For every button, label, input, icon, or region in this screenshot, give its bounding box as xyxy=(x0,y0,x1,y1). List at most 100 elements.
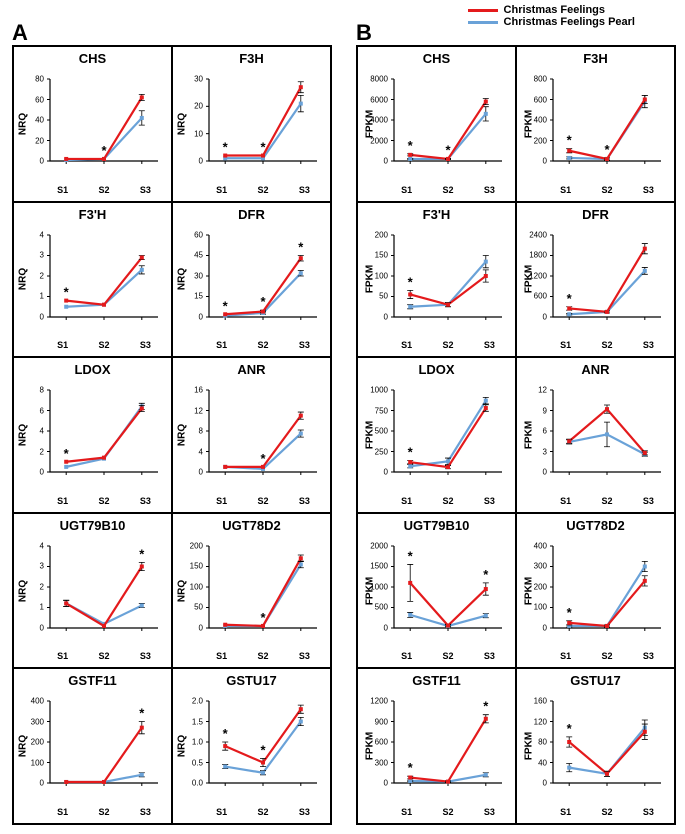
subplot-B-0: CHSFPKM02000400060008000**S1S2S3 xyxy=(357,46,516,202)
x-tick: S2 xyxy=(442,807,453,817)
x-tick: S3 xyxy=(299,651,310,661)
y-tick: 2 xyxy=(24,271,44,280)
plot-svg: * xyxy=(42,69,166,179)
y-tick-labels: 0200400600800 xyxy=(527,69,547,179)
x-tick-labels: S1S2S3 xyxy=(42,807,166,817)
x-tick: S2 xyxy=(257,185,268,195)
y-tick: 0 xyxy=(527,623,547,632)
x-tick: S2 xyxy=(98,807,109,817)
x-tick: S2 xyxy=(257,340,268,350)
svg-text:*: * xyxy=(408,761,414,776)
y-tick: 0.5 xyxy=(183,758,203,767)
y-tick: 150 xyxy=(183,562,203,571)
x-tick: S3 xyxy=(140,185,151,195)
svg-text:*: * xyxy=(408,445,414,460)
subplot-title: GSTF11 xyxy=(14,673,171,688)
subplot-A-0: CHSNRQ020406080*S1S2S3 xyxy=(13,46,172,202)
x-tick-labels: S1S2S3 xyxy=(42,496,166,506)
y-tick-labels: 02468 xyxy=(24,380,44,490)
x-tick-labels: S1S2S3 xyxy=(201,496,325,506)
subplot-A-6: UGT79B10NRQ01234*S1S2S3 xyxy=(13,513,172,669)
y-tick: 0 xyxy=(24,157,44,166)
x-tick-labels: S1S2S3 xyxy=(386,340,510,350)
legend-label-blue: Christmas Feelings Pearl xyxy=(504,16,635,28)
subplot-B-2: F3'HFPKM050100150200*S1S2S3 xyxy=(357,202,516,358)
x-tick: S2 xyxy=(442,496,453,506)
subplot-A-8: GSTF11NRQ0100200300400*S1S2S3 xyxy=(13,668,172,824)
y-tick: 400 xyxy=(527,541,547,550)
y-tick: 50 xyxy=(368,292,388,301)
y-tick: 60 xyxy=(24,95,44,104)
y-tick-labels: 01234 xyxy=(24,536,44,646)
y-tick: 1000 xyxy=(368,582,388,591)
plot-svg: * xyxy=(42,225,166,335)
subplot-A-1: F3HNRQ0102030**S1S2S3 xyxy=(172,46,331,202)
x-tick: S1 xyxy=(401,496,412,506)
y-tick: 500 xyxy=(368,427,388,436)
subplot-title: F3'H xyxy=(14,207,171,222)
y-tick-labels: 020406080 xyxy=(24,69,44,179)
x-tick: S1 xyxy=(401,340,412,350)
subplot-title: GSTU17 xyxy=(173,673,330,688)
y-tick: 0 xyxy=(183,312,203,321)
y-tick-labels: 02505007501000 xyxy=(368,380,388,490)
y-tick: 4000 xyxy=(368,116,388,125)
svg-text:*: * xyxy=(298,239,304,254)
y-tick: 200 xyxy=(368,230,388,239)
x-tick: S2 xyxy=(442,651,453,661)
x-tick: S2 xyxy=(98,496,109,506)
figure-root: Christmas Feelings Christmas Feelings Pe… xyxy=(0,0,685,834)
y-tick-labels: 0.00.51.01.52.0 xyxy=(183,691,203,801)
y-tick: 200 xyxy=(527,582,547,591)
x-tick: S3 xyxy=(484,807,495,817)
y-tick-labels: 04080120160 xyxy=(527,691,547,801)
y-tick: 0 xyxy=(24,468,44,477)
y-tick: 900 xyxy=(368,717,388,726)
y-tick: 0 xyxy=(24,312,44,321)
x-tick: S1 xyxy=(401,651,412,661)
x-tick: S3 xyxy=(299,340,310,350)
plot-svg: ** xyxy=(386,69,510,179)
x-tick: S1 xyxy=(216,340,227,350)
x-tick: S3 xyxy=(484,496,495,506)
y-tick: 80 xyxy=(24,75,44,84)
y-tick: 1200 xyxy=(527,271,547,280)
y-tick: 100 xyxy=(24,758,44,767)
x-tick: S1 xyxy=(560,807,571,817)
y-tick: 0 xyxy=(527,779,547,788)
x-tick: S1 xyxy=(401,807,412,817)
subplot-title: DFR xyxy=(173,207,330,222)
x-tick: S3 xyxy=(299,185,310,195)
plot-svg: * xyxy=(386,380,510,490)
y-tick: 200 xyxy=(183,541,203,550)
legend-swatch-red xyxy=(468,9,498,12)
plot-svg: ** xyxy=(386,691,510,801)
plot-svg: ** xyxy=(545,69,669,179)
svg-text:*: * xyxy=(223,298,229,313)
y-tick: 0 xyxy=(527,312,547,321)
x-tick: S1 xyxy=(560,651,571,661)
subplot-A-5: ANRNRQ0481216*S1S2S3 xyxy=(172,357,331,513)
x-tick: S3 xyxy=(140,340,151,350)
subplot-title: ANR xyxy=(517,362,674,377)
plot-svg: * xyxy=(545,536,669,646)
x-tick: S3 xyxy=(643,496,654,506)
plot-svg xyxy=(545,380,669,490)
panel-b: CHSFPKM02000400060008000**S1S2S3F3HFPKM0… xyxy=(356,45,676,825)
x-tick: S3 xyxy=(643,651,654,661)
subplot-B-5: ANRFPKM036912S1S2S3 xyxy=(516,357,675,513)
y-tick: 30 xyxy=(183,271,203,280)
subplot-title: UGT79B10 xyxy=(358,518,515,533)
y-tick-labels: 036912 xyxy=(527,380,547,490)
subplot-title: CHS xyxy=(358,51,515,66)
y-tick: 8000 xyxy=(368,75,388,84)
y-tick: 1 xyxy=(24,603,44,612)
x-tick: S1 xyxy=(216,185,227,195)
y-tick: 0 xyxy=(183,468,203,477)
y-tick: 200 xyxy=(24,738,44,747)
subplot-title: LDOX xyxy=(358,362,515,377)
grid-a: CHSNRQ020406080*S1S2S3F3HNRQ0102030**S1S… xyxy=(12,45,332,825)
y-tick: 30 xyxy=(183,75,203,84)
y-tick: 0 xyxy=(527,157,547,166)
subplot-B-9: GSTU17FPKM04080120160*S1S2S3 xyxy=(516,668,675,824)
